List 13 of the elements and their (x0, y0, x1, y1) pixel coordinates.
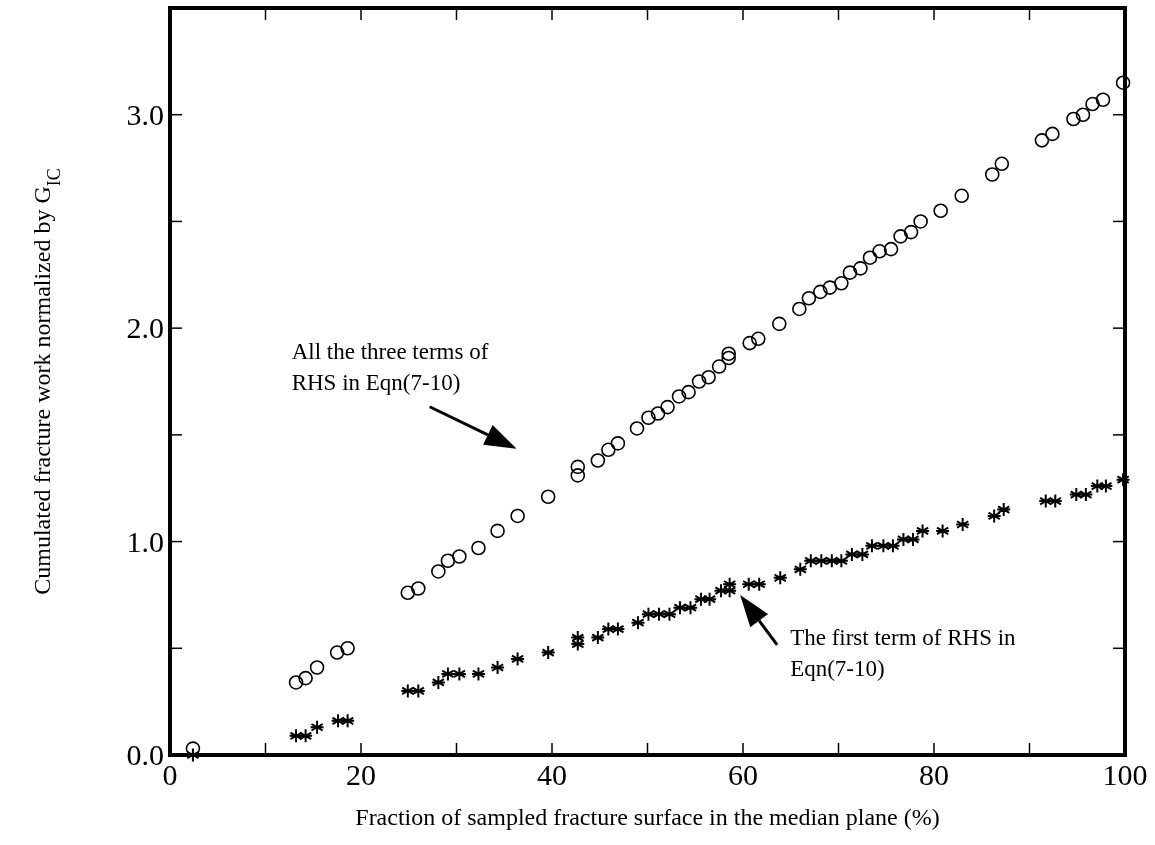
x-tick-label: 80 (919, 758, 949, 791)
x-axis-title: Fraction of sampled fracture surface in the median plane (%) (355, 804, 940, 830)
y-tick-label: 2.0 (126, 311, 164, 345)
x-tick-label: 40 (537, 758, 567, 791)
x-tick-label: 60 (728, 758, 758, 791)
annotation: All the three terms of RHS in Eqn(7-10) (291, 338, 489, 395)
x-tick-label: 100 (1102, 758, 1148, 791)
x-tick-label: 20 (346, 758, 376, 791)
y-tick-label: 1.0 (126, 524, 164, 558)
x-tick-label: 0 (162, 758, 178, 791)
y-tick-label: 0.0 (126, 738, 164, 771)
y-tick-label: 3.0 (126, 97, 164, 131)
annotation: The first term of RHS in Eqn(7-10) (790, 624, 1017, 681)
